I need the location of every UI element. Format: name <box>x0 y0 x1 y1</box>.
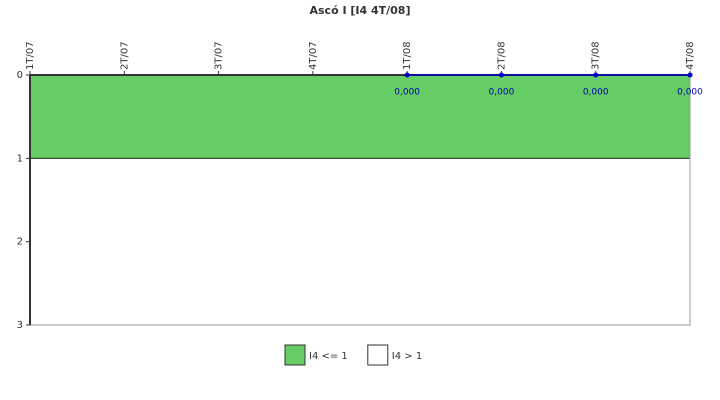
data-point <box>498 72 504 78</box>
y-tick-label: 0 <box>17 70 23 81</box>
legend-label: I4 <= 1 <box>309 351 348 362</box>
x-tick-label: 3T/07 <box>214 41 225 70</box>
legend-swatch <box>367 344 389 366</box>
x-tick-label: 1T/07 <box>25 41 36 70</box>
x-tick-label: 2T/07 <box>119 41 130 70</box>
y-tick-label: 2 <box>17 237 23 248</box>
data-point <box>593 72 599 78</box>
band <box>29 74 691 159</box>
x-tick-label: 1T/08 <box>402 41 413 70</box>
legend-swatch <box>284 344 306 366</box>
value-label: 0,000 <box>677 88 703 98</box>
value-label: 0,000 <box>583 88 609 98</box>
legend-label: I4 > 1 <box>392 351 422 362</box>
x-tick-label: 4T/08 <box>685 41 696 70</box>
x-tick-label: 3T/08 <box>591 41 602 70</box>
x-tick-label: 4T/07 <box>308 41 319 70</box>
data-point <box>687 72 693 78</box>
x-tick-label: 2T/08 <box>496 41 507 70</box>
value-label: 0,000 <box>489 88 515 98</box>
chart-title: Ascó I [I4 4T/08] <box>309 4 410 17</box>
y-tick-label: 1 <box>17 153 23 164</box>
band <box>29 157 691 326</box>
y-tick-label: 3 <box>17 320 23 331</box>
data-point <box>404 72 410 78</box>
value-label: 0,000 <box>394 88 420 98</box>
